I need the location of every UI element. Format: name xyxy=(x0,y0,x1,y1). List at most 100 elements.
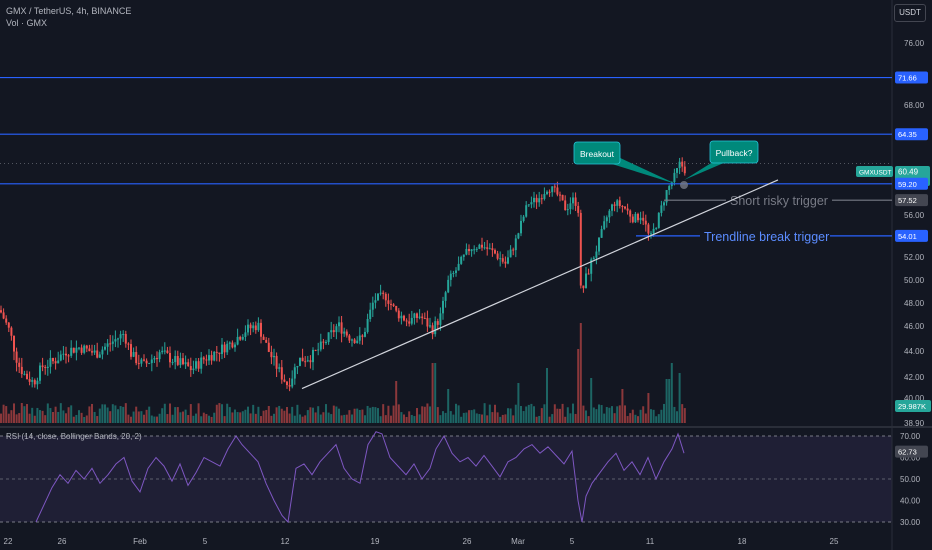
volume-bar xyxy=(483,403,486,423)
candle xyxy=(569,203,572,210)
candle xyxy=(330,330,333,333)
volume-bar xyxy=(595,409,598,423)
candle xyxy=(296,366,299,368)
volume-bar xyxy=(119,406,122,423)
candle xyxy=(535,197,538,203)
candle xyxy=(621,205,624,207)
candle xyxy=(236,336,239,345)
volume-bar xyxy=(468,410,470,423)
candle xyxy=(572,197,574,204)
candle xyxy=(592,257,595,260)
volume-bar xyxy=(369,407,372,423)
volume-bar xyxy=(78,410,80,423)
time-tick-label: 26 xyxy=(58,537,67,546)
candle xyxy=(533,197,535,203)
candle xyxy=(23,373,26,375)
candle xyxy=(465,248,468,255)
volume-bar xyxy=(10,410,13,423)
candle xyxy=(291,378,294,387)
volume-bar xyxy=(335,406,338,423)
volume-bar xyxy=(221,404,223,423)
candle xyxy=(317,349,320,351)
volume-bar xyxy=(296,404,299,423)
candle xyxy=(543,194,546,199)
time-tick-label: 25 xyxy=(830,537,839,546)
candle xyxy=(62,353,65,355)
badge-64-35-text: 64.35 xyxy=(898,130,917,139)
volume-bar xyxy=(621,389,624,423)
candle xyxy=(561,194,564,201)
volume-bar xyxy=(475,413,478,423)
badge-symbol-text: GMXUSDT xyxy=(859,170,892,177)
candle xyxy=(161,350,164,353)
candle xyxy=(31,380,34,382)
candle xyxy=(642,217,645,221)
volume-bar xyxy=(179,412,182,423)
candle xyxy=(595,251,598,258)
volume-bar xyxy=(262,410,265,423)
volume-bar xyxy=(585,410,587,423)
volume-bar xyxy=(533,406,535,423)
time-tick-label: Feb xyxy=(133,537,147,546)
candle xyxy=(512,249,515,251)
candle xyxy=(208,355,210,361)
candle xyxy=(322,341,325,343)
volume-bar xyxy=(247,406,249,423)
currency-button[interactable]: USDT xyxy=(894,4,926,22)
volume-bar xyxy=(387,405,390,423)
price-tick-label: 40.00 xyxy=(904,394,925,403)
volume-bar xyxy=(348,410,351,423)
pullback-marker xyxy=(680,181,688,189)
candle xyxy=(624,206,626,209)
candle xyxy=(166,350,169,353)
volume-bar xyxy=(83,416,86,423)
candle xyxy=(52,357,54,362)
volume-bar xyxy=(371,406,374,423)
volume-bar xyxy=(241,411,244,423)
candle xyxy=(403,315,405,321)
volume-bar xyxy=(439,415,442,423)
volume-bar xyxy=(624,405,626,423)
volume-bar xyxy=(244,409,247,423)
badge-rsi-text: 62.73 xyxy=(898,448,917,457)
candle xyxy=(478,244,481,249)
candle xyxy=(514,238,517,251)
volume-bar xyxy=(327,412,330,423)
time-tick-label: 5 xyxy=(203,537,208,546)
candle xyxy=(283,379,286,382)
candle xyxy=(663,202,665,206)
candle xyxy=(218,352,221,354)
badge-rsi-box xyxy=(895,445,928,458)
volume-bar xyxy=(169,403,171,423)
price-tick-label: 56.00 xyxy=(904,211,925,220)
candle xyxy=(598,237,600,252)
volume-bar xyxy=(338,408,340,423)
volume-bar xyxy=(600,405,603,423)
volume-bar xyxy=(13,403,15,423)
candle xyxy=(176,356,179,365)
volume-bar xyxy=(44,415,47,423)
candle xyxy=(314,349,317,351)
volume-bar xyxy=(312,407,314,423)
candle xyxy=(26,373,28,380)
badge-57-52-text: 57.52 xyxy=(898,196,917,205)
volume-bar xyxy=(403,414,405,423)
rising-trendline xyxy=(301,179,779,390)
rsi-line xyxy=(35,431,685,524)
volume-bar xyxy=(231,412,234,423)
volume-bar xyxy=(88,406,91,423)
candle xyxy=(452,272,455,274)
candle xyxy=(345,331,348,336)
volume-bar xyxy=(530,403,533,423)
volume-bar xyxy=(579,323,582,423)
volume-bar xyxy=(104,404,106,423)
candle xyxy=(319,341,322,350)
candle xyxy=(83,345,86,353)
candle xyxy=(421,316,424,319)
candle xyxy=(626,208,629,211)
volume-bar xyxy=(556,408,559,423)
candle xyxy=(286,381,288,386)
volume-bar xyxy=(218,403,221,423)
candle xyxy=(192,368,195,371)
